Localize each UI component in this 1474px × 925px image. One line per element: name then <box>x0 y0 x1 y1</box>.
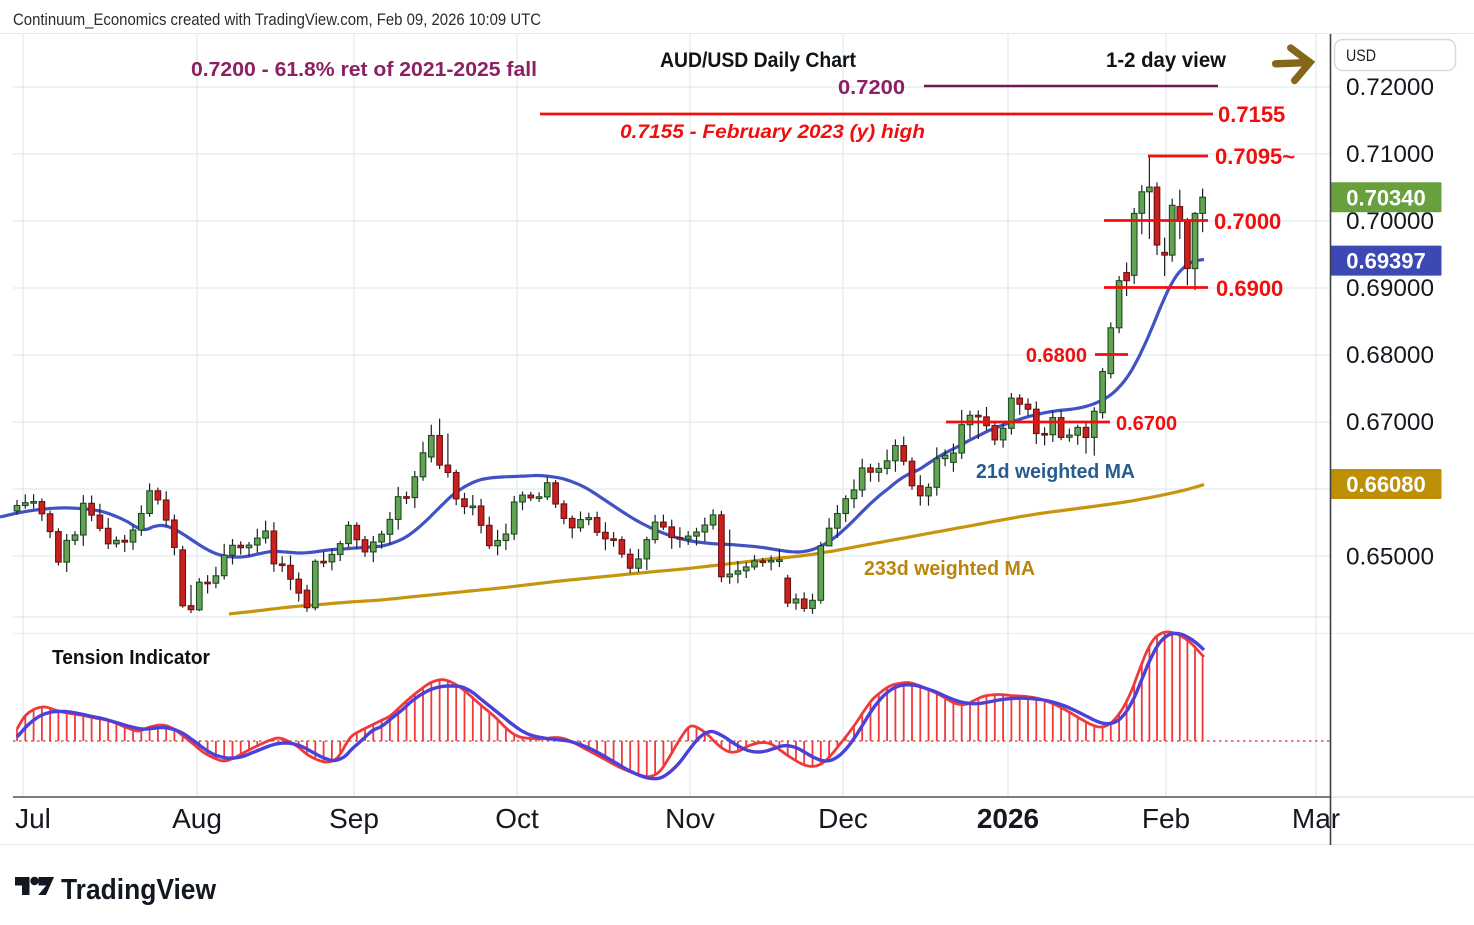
svg-text:0.7155 - February 2023 (y) hig: 0.7155 - February 2023 (y) high <box>620 122 925 143</box>
svg-text:0.6700: 0.6700 <box>1116 413 1177 435</box>
svg-text:0.6900: 0.6900 <box>1216 276 1283 301</box>
svg-text:233d weighted MA: 233d weighted MA <box>864 558 1035 580</box>
svg-text:0.7155: 0.7155 <box>1218 102 1285 127</box>
svg-text:0.6800: 0.6800 <box>1026 345 1087 367</box>
svg-text:1-2 day view: 1-2 day view <box>1106 49 1227 72</box>
svg-text:0.7200 - 61.8% ret of 2021-202: 0.7200 - 61.8% ret of 2021-2025 fall <box>191 59 537 81</box>
svg-text:0.69000: 0.69000 <box>1346 275 1434 302</box>
svg-text:2026: 2026 <box>977 803 1039 834</box>
svg-text:0.71000: 0.71000 <box>1346 141 1434 168</box>
svg-text:0.66080: 0.66080 <box>1346 472 1426 497</box>
svg-text:Sep: Sep <box>329 803 379 834</box>
svg-text:USD: USD <box>1346 46 1376 65</box>
svg-text:0.7200: 0.7200 <box>838 77 905 99</box>
svg-text:0.72000: 0.72000 <box>1346 74 1434 101</box>
svg-text:TradingView: TradingView <box>61 874 216 906</box>
svg-text:21d weighted MA: 21d weighted MA <box>976 461 1135 483</box>
svg-text:0.67000: 0.67000 <box>1346 409 1434 436</box>
svg-text:0.7095~: 0.7095~ <box>1215 144 1295 169</box>
svg-text:Tension Indicator: Tension Indicator <box>52 647 210 669</box>
svg-text:Oct: Oct <box>495 803 539 834</box>
svg-text:Continuum_Economics created wi: Continuum_Economics created with Trading… <box>13 10 541 29</box>
svg-text:Nov: Nov <box>665 803 715 834</box>
svg-text:Dec: Dec <box>818 803 868 834</box>
svg-text:0.68000: 0.68000 <box>1346 342 1434 369</box>
svg-text:0.70340: 0.70340 <box>1346 185 1426 210</box>
svg-text:0.69397: 0.69397 <box>1346 249 1426 274</box>
svg-text:0.7000: 0.7000 <box>1214 209 1281 234</box>
svg-text:Feb: Feb <box>1142 803 1190 834</box>
svg-text:Jul: Jul <box>15 803 51 834</box>
svg-text:Mar: Mar <box>1292 803 1340 834</box>
svg-text:0.65000: 0.65000 <box>1346 544 1434 571</box>
svg-text:AUD/USD Daily Chart: AUD/USD Daily Chart <box>660 49 856 72</box>
svg-text:0.70000: 0.70000 <box>1346 208 1434 235</box>
svg-text:Aug: Aug <box>172 803 222 834</box>
